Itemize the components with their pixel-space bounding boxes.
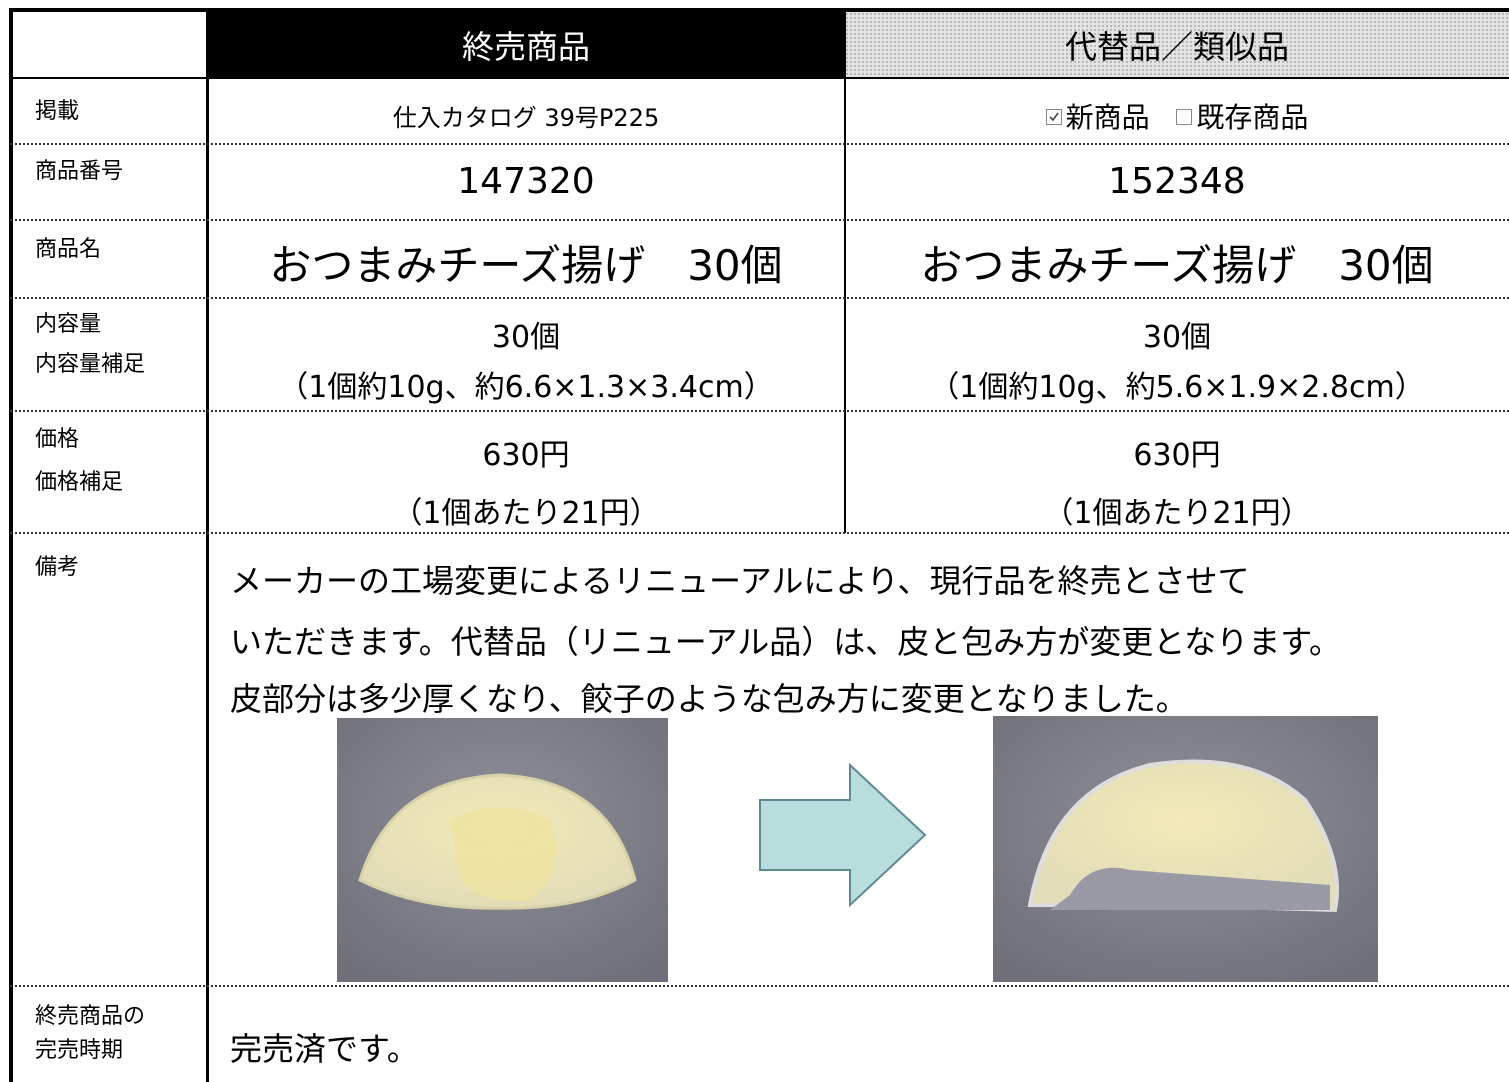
check-mark xyxy=(1049,112,1059,122)
row-separator xyxy=(10,219,1509,221)
price-old-note: （1個あたり21円） xyxy=(392,496,660,531)
row-separator xyxy=(10,532,1509,534)
contents-new-note: （1個約10g、約5.6×1.9×2.8cm） xyxy=(929,370,1425,405)
row-separator xyxy=(10,297,1509,299)
price-new: 630円 xyxy=(1133,438,1221,473)
left-border xyxy=(9,8,13,1082)
row-label: 備考 xyxy=(35,555,80,580)
price-old: 630円 xyxy=(482,438,570,473)
listing-new: 新商品 既存商品 xyxy=(845,96,1509,136)
header-new-text: 代替品／類似品 xyxy=(1064,28,1289,66)
row-separator xyxy=(10,143,1509,145)
row-label: 商品名 xyxy=(35,237,102,262)
header-old xyxy=(207,8,845,78)
row-label: 終売商品の xyxy=(35,1004,146,1029)
row-separator xyxy=(10,410,1509,412)
row-label: 掲載 xyxy=(35,99,80,124)
row-label: 内容量補足 xyxy=(35,352,146,377)
col-divider xyxy=(206,8,209,1082)
option: 既存商品 xyxy=(1196,101,1309,134)
checkbox xyxy=(1045,109,1062,125)
note-line: 皮部分は多少厚くなり、餃子のような包み方に変更となりました。 xyxy=(230,680,1188,718)
product-photos xyxy=(337,716,1378,982)
contents-new: 30個 xyxy=(1142,320,1212,355)
row-label: 内容量 xyxy=(35,312,102,337)
listing-old: 仕入カタログ 39号P225 xyxy=(392,104,660,132)
row-separator xyxy=(10,985,1509,987)
old-dumpling-fold xyxy=(450,807,557,901)
row-label: 価格補足 xyxy=(35,470,124,495)
option: 新商品 xyxy=(1065,101,1150,134)
price-new-note: （1個あたり21円） xyxy=(1043,496,1311,531)
soldout-text: 完売済です。 xyxy=(230,1030,419,1068)
row-label: 価格 xyxy=(35,427,80,452)
new-dumpling-shadow xyxy=(1050,867,1330,910)
arrow xyxy=(759,762,927,908)
header-old-text: 終売商品 xyxy=(461,28,590,66)
name-old: おつまみチーズ揚げ 30個 xyxy=(269,241,783,290)
header-new-bg xyxy=(845,12,1509,78)
row-label: 完売時期 xyxy=(35,1038,124,1063)
name-new: おつまみチーズ揚げ 30個 xyxy=(920,241,1434,290)
contents-old: 30個 xyxy=(491,320,561,355)
note-line: いただきます。代替品（リニューアル品）は、皮と包み方が変更となります。 xyxy=(230,623,1342,661)
checkbox xyxy=(1176,109,1193,125)
number-old: 147320 xyxy=(457,161,595,202)
note-line: メーカーの工場変更によるリニューアルにより、現行品を終売とさせて xyxy=(230,562,1250,600)
contents-old-note: （1個約10g、約6.6×1.3×3.4cm） xyxy=(278,370,774,405)
col-divider xyxy=(844,8,846,533)
number-new: 152348 xyxy=(1108,161,1246,202)
row-label: 商品番号 xyxy=(35,159,124,184)
header-bottom xyxy=(10,77,1509,79)
